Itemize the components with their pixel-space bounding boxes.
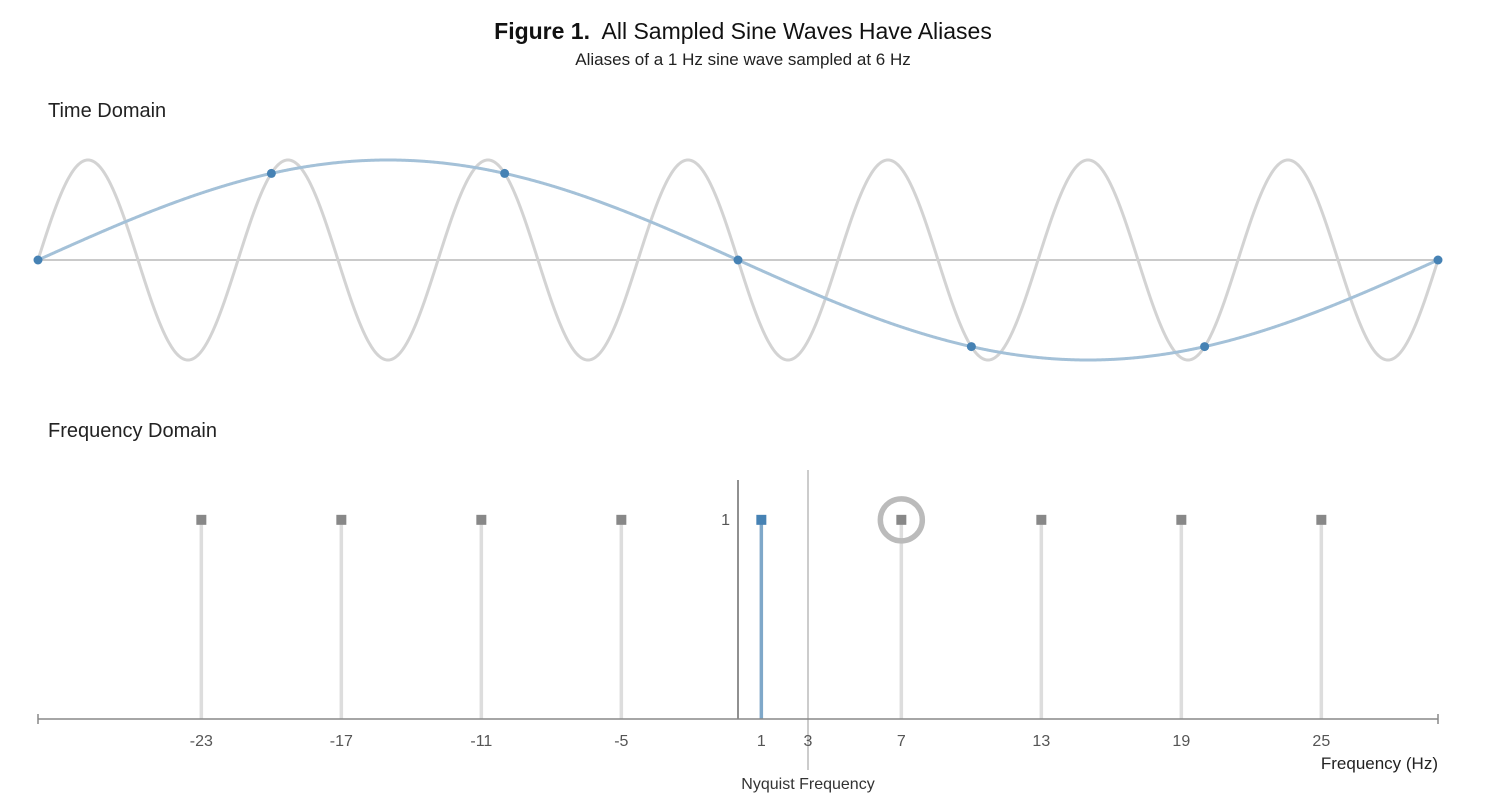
x-axis-label: Frequency (Hz): [1321, 754, 1438, 773]
sample-point: [1200, 342, 1210, 352]
x-tick-label: 25: [1312, 733, 1330, 750]
x-tick-label: -11: [470, 733, 492, 750]
chart-subtitle: Aliases of a 1 Hz sine wave sampled at 6…: [575, 50, 911, 69]
sample-point: [266, 168, 276, 178]
x-tick-label: 19: [1172, 733, 1190, 750]
highlight-ring: [877, 496, 926, 544]
sample-point: [33, 255, 43, 265]
time-domain-label: Time Domain: [48, 100, 167, 122]
alias-marker: [616, 514, 627, 525]
sample-point: [966, 342, 976, 352]
sample-point: [733, 255, 743, 265]
x-tick-label: -17: [330, 733, 353, 750]
x-tick-label: 1: [757, 733, 766, 750]
sample-point: [500, 168, 510, 178]
y-tick-label: 1: [721, 512, 730, 529]
frequency-domain-label: Frequency Domain: [48, 420, 217, 442]
nyquist-label: Nyquist Frequency: [741, 776, 874, 793]
x-tick-label: 7: [897, 733, 906, 750]
x-tick-label: 3: [804, 733, 813, 750]
alias-marker: [336, 514, 347, 525]
alias-marker: [476, 514, 487, 525]
alias-marker: [1316, 514, 1327, 525]
alias-marker: [1036, 514, 1047, 525]
x-tick-label: -23: [190, 733, 213, 750]
x-tick-label: -5: [614, 733, 628, 750]
sample-point: [1433, 255, 1443, 265]
figure-title-text: All Sampled Sine Waves Have Aliases: [601, 18, 992, 44]
alias-marker: [896, 514, 907, 525]
alias-marker: [1176, 514, 1187, 525]
signal-marker: [756, 514, 767, 525]
x-tick-label: 13: [1032, 733, 1050, 750]
chart-title: Figure 1. All Sampled Sine Waves Have Al…: [0, 18, 1486, 45]
figure-label: Figure 1.: [494, 18, 590, 44]
alias-marker: [196, 514, 207, 525]
